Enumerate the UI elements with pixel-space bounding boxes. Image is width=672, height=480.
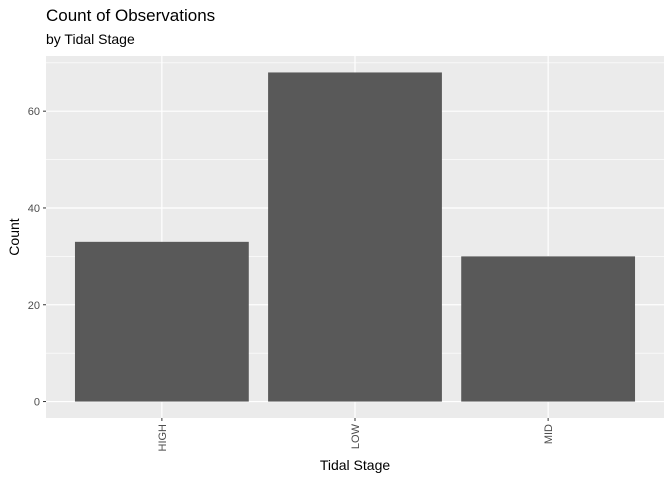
y-axis-title: Count bbox=[6, 218, 22, 255]
chart-subtitle: by Tidal Stage bbox=[46, 31, 135, 47]
chart-title: Count of Observations bbox=[46, 6, 216, 25]
x-tick-label: MID bbox=[543, 424, 555, 444]
y-tick-label: 20 bbox=[28, 300, 40, 312]
y-tick-label: 40 bbox=[28, 203, 40, 215]
bar-mid bbox=[461, 256, 636, 402]
x-axis: HIGH LOW MID bbox=[157, 418, 555, 452]
x-tick-label: HIGH bbox=[157, 424, 169, 452]
bar-low bbox=[268, 72, 442, 402]
x-axis-title: Tidal Stage bbox=[320, 457, 391, 473]
y-tick-label: 0 bbox=[34, 397, 40, 409]
y-axis: 0 20 40 60 bbox=[28, 106, 46, 409]
y-tick-label: 60 bbox=[28, 106, 40, 118]
bars bbox=[74, 72, 636, 402]
bar-high bbox=[74, 241, 249, 402]
x-tick-label: LOW bbox=[350, 423, 362, 449]
